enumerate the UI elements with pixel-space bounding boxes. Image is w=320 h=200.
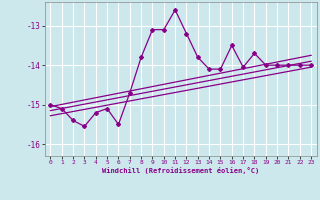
X-axis label: Windchill (Refroidissement éolien,°C): Windchill (Refroidissement éolien,°C) bbox=[102, 167, 260, 174]
